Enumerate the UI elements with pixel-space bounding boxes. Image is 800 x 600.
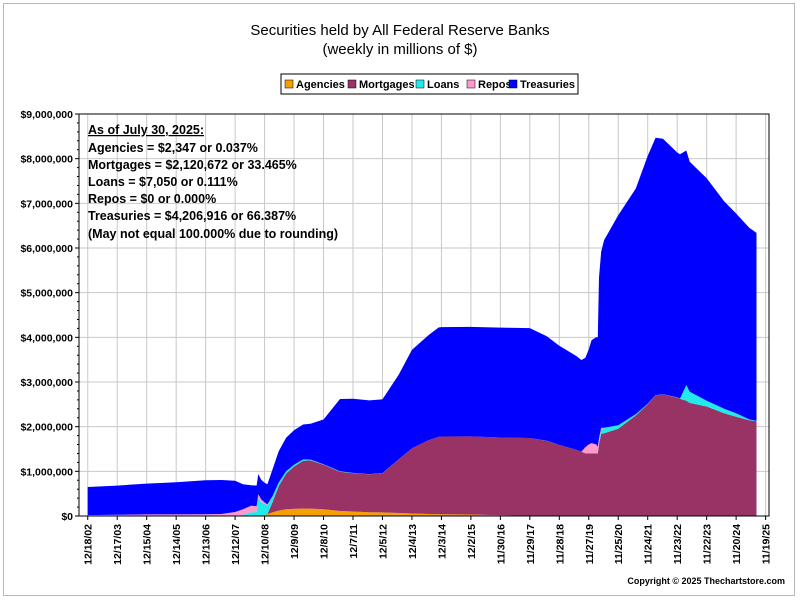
plot-border: [78, 113, 770, 517]
stacked-areas: [87, 137, 757, 516]
y-tick-label: $1,000,000: [20, 466, 73, 478]
legend-label-treasuries: Treasuries: [520, 79, 575, 91]
y-tick-label: $0: [61, 511, 73, 523]
y-tick-label: $5,000,000: [20, 288, 73, 300]
x-tick-label: 11/25/20: [613, 524, 625, 564]
x-tick-label: 11/19/25: [761, 524, 773, 564]
x-tick-label: 12/10/08: [260, 524, 272, 565]
legend-box: [280, 73, 579, 95]
y-tick-label: $8,000,000: [20, 154, 73, 166]
y-axis: $0 $1,000,000 $2,000,000 $3,000,000 $4,000,0…: [20, 109, 79, 523]
x-axis: 12/18/02 12/17/03 12/15/04 12/14/05 12/13/06…: [83, 516, 773, 565]
x-tick-label: 12/9/09: [289, 524, 301, 559]
chart-subtitle: (weekly in millions of $): [322, 41, 477, 58]
legend-swatch-treasuries: [508, 79, 518, 89]
y-tick-label: $2,000,000: [20, 422, 73, 434]
area-treasuries: [87, 137, 757, 516]
copyright-text: Copyright © 2025 Thechartstore.com: [627, 576, 785, 586]
x-tick-label: 11/29/17: [525, 524, 537, 564]
x-tick-label: 12/4/13: [407, 524, 419, 559]
x-tick-label: 11/27/19: [584, 524, 596, 564]
x-tick-label: 11/30/16: [495, 524, 507, 564]
x-tick-label: 12/12/07: [230, 524, 242, 565]
y-tick-label: $3,000,000: [20, 377, 73, 389]
annotation-line: Loans = $7,050 or 0.111%: [88, 175, 238, 189]
area-mortgages: [87, 394, 757, 516]
legend-label-loans: Loans: [427, 79, 459, 91]
area-agencies: [87, 508, 757, 516]
annotation-heading: As of July 30, 2025:: [88, 123, 204, 137]
x-tick-label: 11/22/23: [702, 524, 714, 564]
y-tick-label: $6,000,000: [20, 243, 73, 255]
x-tick-label: 12/3/14: [436, 524, 448, 559]
x-tick-label: 11/28/18: [554, 524, 566, 564]
legend-label-agencies: Agencies: [296, 79, 345, 91]
annotation-line: Agencies = $2,347 or 0.037%: [88, 141, 258, 155]
y-tick-label: $4,000,000: [20, 332, 73, 344]
x-tick-label: 11/24/21: [643, 524, 655, 564]
y-tick-label: $7,000,000: [20, 198, 73, 210]
legend-swatch-repos: [466, 79, 476, 89]
x-tick-label: 12/17/03: [112, 524, 124, 565]
legend: Agencies Mortgages Loans Repos Treasuries: [280, 73, 579, 95]
annotation-block: As of July 30, 2025: Agencies = $2,347 o…: [88, 123, 338, 241]
y-tick-label: $9,000,000: [20, 109, 73, 121]
x-tick-label: 11/23/22: [672, 524, 684, 564]
x-tick-label: 12/18/02: [83, 524, 95, 565]
legend-swatch-loans: [415, 79, 425, 89]
x-tick-label: 12/7/11: [348, 524, 360, 559]
legend-swatch-mortgages: [347, 79, 357, 89]
annotation-line: Mortgages = $2,120,672 or 33.465%: [88, 158, 297, 172]
x-tick-label: 12/13/06: [201, 524, 213, 565]
chart-title: Securities held by All Federal Reserve B…: [250, 22, 549, 39]
annotation-line: Repos = $0 or 0.000%: [88, 192, 216, 206]
area-loans: [87, 385, 757, 516]
x-tick-label: 12/14/05: [171, 524, 183, 565]
x-tick-label: 12/15/04: [142, 524, 154, 565]
x-tick-label: 12/5/12: [377, 524, 389, 559]
annotation-line: (May not equal 100.000% due to rounding): [88, 227, 338, 241]
legend-swatch-agencies: [284, 79, 294, 89]
x-tick-label: 12/8/10: [319, 524, 331, 559]
x-tick-label: 11/20/24: [731, 524, 743, 564]
x-tick-label: 12/2/15: [466, 524, 478, 559]
annotation-line: Treasuries = $4,206,916 or 66.387%: [88, 209, 296, 223]
legend-label-repos: Repos: [478, 79, 512, 91]
legend-label-mortgages: Mortgages: [359, 79, 415, 91]
